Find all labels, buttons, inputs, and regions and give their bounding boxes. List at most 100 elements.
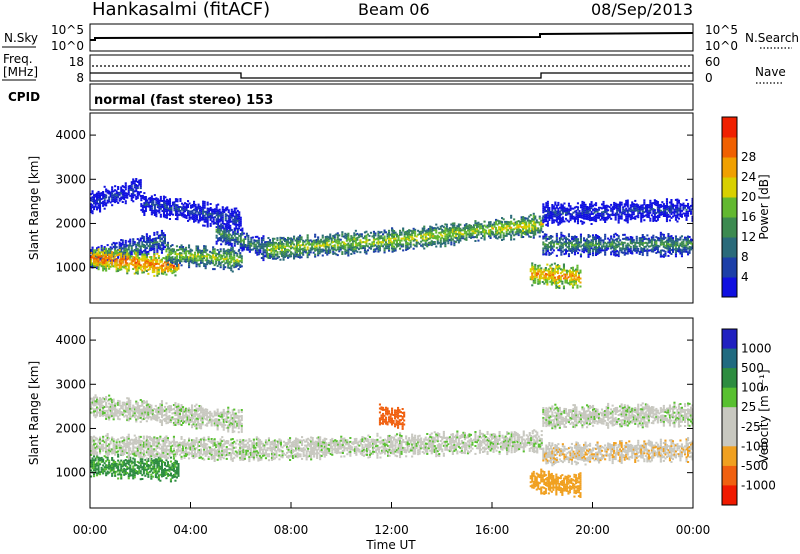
power-cell <box>584 209 587 212</box>
power-cell <box>599 241 602 244</box>
power-cell <box>348 248 351 251</box>
power-cell <box>129 240 132 243</box>
power-cell <box>139 258 142 261</box>
power-cell <box>583 221 586 224</box>
power-cell <box>664 244 667 247</box>
power-cell <box>558 214 561 217</box>
power-cell <box>393 245 396 248</box>
power-cell <box>171 270 174 273</box>
power-cell <box>124 245 127 248</box>
power-cell <box>194 215 197 218</box>
power-cell <box>537 270 540 273</box>
power-cell <box>641 249 644 252</box>
power-cell <box>513 224 516 227</box>
power-cell <box>160 260 164 263</box>
power-cell <box>314 253 317 256</box>
power-cell <box>555 254 558 257</box>
power-cell <box>447 230 450 233</box>
power-cell <box>499 228 502 231</box>
power-cell <box>302 253 305 256</box>
power-cell <box>354 233 357 236</box>
power-cell <box>622 206 625 209</box>
power-cell <box>321 240 324 243</box>
power-cell <box>532 214 535 217</box>
power-cell <box>438 235 441 238</box>
power-cell <box>445 229 448 232</box>
power-cell <box>97 196 100 199</box>
power-cell <box>671 215 675 218</box>
power-cell <box>230 249 233 252</box>
power-cell <box>628 207 631 210</box>
power-cell <box>105 188 108 191</box>
power-cell <box>514 231 517 234</box>
power-cell <box>687 202 690 205</box>
power-cell <box>138 261 141 263</box>
power-cell <box>188 266 191 269</box>
power-cell <box>191 206 194 208</box>
power-cell <box>465 238 468 241</box>
power-cell <box>385 241 388 244</box>
power-cell <box>356 250 359 253</box>
power-cell <box>206 209 209 212</box>
power-cell <box>555 236 558 239</box>
power-cell <box>602 204 605 207</box>
power-cell <box>569 242 572 245</box>
power-cell <box>169 268 173 271</box>
power-cell <box>436 234 439 237</box>
power-cell <box>684 248 687 251</box>
power-cell <box>579 277 582 280</box>
power-cell <box>311 240 314 243</box>
power-cell <box>103 203 106 206</box>
power-cell <box>553 268 556 271</box>
power-cell <box>359 247 362 250</box>
power-cell <box>126 248 129 251</box>
power-cell <box>652 236 655 239</box>
power-cell <box>593 207 596 210</box>
power-cell <box>227 221 230 224</box>
power-cell <box>100 244 103 247</box>
power-cell <box>688 240 691 242</box>
power-cell <box>203 218 206 221</box>
power-cell <box>507 229 510 232</box>
power-cell <box>388 247 391 250</box>
power-cell <box>330 245 333 248</box>
power-cell <box>483 220 486 223</box>
power-cell <box>332 250 335 253</box>
power-cell <box>345 243 348 246</box>
power-cell <box>162 257 165 259</box>
power-cell <box>655 212 658 215</box>
power-cell <box>635 215 638 218</box>
power-cell <box>406 234 409 236</box>
power-cell <box>537 268 540 271</box>
power-cell <box>183 258 186 261</box>
power-cell <box>115 250 118 253</box>
power-cell <box>162 195 166 198</box>
power-cell <box>138 249 141 252</box>
power-cell <box>640 241 643 244</box>
power-cell <box>545 216 548 218</box>
power-cell <box>532 218 535 221</box>
power-cell <box>160 231 164 234</box>
power-cell <box>192 260 195 263</box>
power-cell <box>626 215 629 218</box>
power-cell <box>161 200 164 202</box>
power-cell <box>132 180 135 183</box>
power-cell <box>270 253 273 256</box>
power-cell <box>153 231 156 234</box>
power-cell <box>685 210 688 213</box>
power-cell <box>132 250 135 253</box>
power-cell <box>103 257 106 260</box>
power-cell <box>523 233 526 235</box>
power-cell <box>239 256 242 259</box>
power-cell <box>540 273 543 276</box>
power-cell <box>177 249 180 252</box>
power-cell <box>177 263 180 266</box>
power-cell <box>214 222 217 225</box>
power-cell <box>534 273 537 276</box>
power-cell <box>429 229 432 232</box>
power-cell <box>589 205 592 208</box>
power-cell <box>534 281 537 284</box>
power-cell <box>182 207 185 210</box>
power-cell <box>141 206 144 209</box>
power-cell <box>670 209 673 211</box>
